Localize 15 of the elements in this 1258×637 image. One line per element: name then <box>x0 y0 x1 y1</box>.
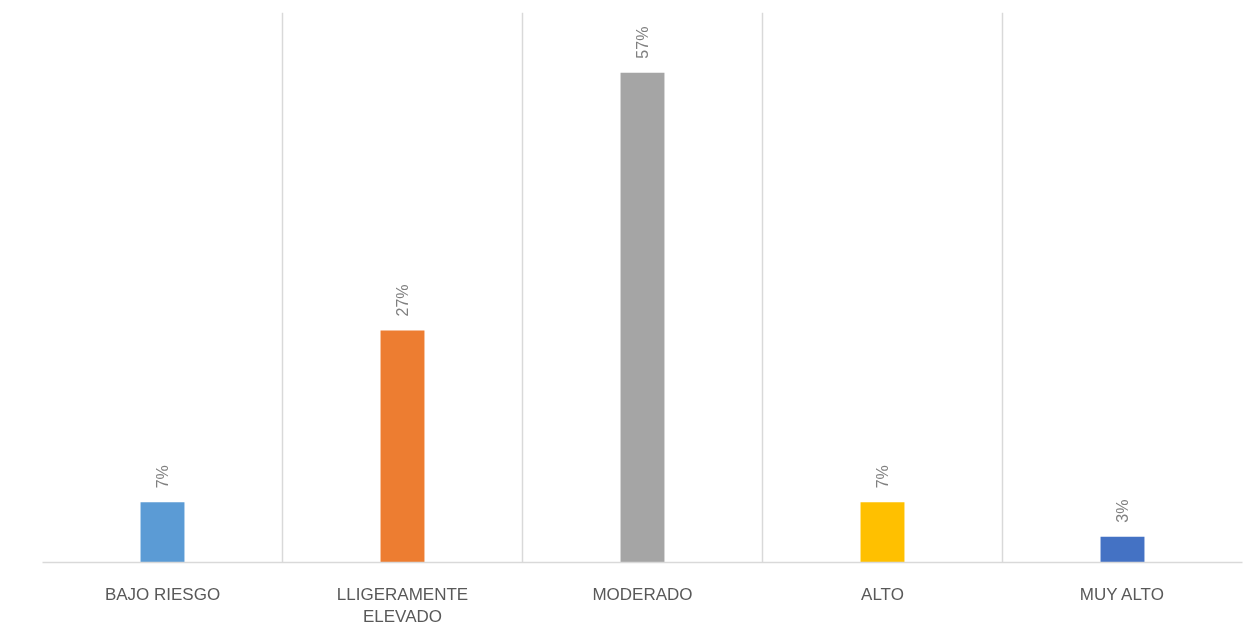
data-label: 7% <box>154 465 171 489</box>
bar <box>860 502 905 563</box>
bar <box>140 502 185 563</box>
x-tick-label: ALTO <box>861 584 904 604</box>
x-tick-label: MUY ALTO <box>1079 584 1164 604</box>
data-label: 7% <box>874 465 891 489</box>
data-label: 3% <box>1114 499 1131 523</box>
data-label: 57% <box>634 26 651 59</box>
bar <box>380 330 425 563</box>
x-tick-label: BAJO RIESGO <box>104 584 221 604</box>
x-tick-label: LLIGERAMENTE ELEVADO <box>336 584 469 627</box>
bar <box>1100 536 1145 563</box>
bar <box>620 72 665 563</box>
x-tick-label: MODERADO <box>592 584 693 604</box>
data-label: 27% <box>394 284 411 317</box>
